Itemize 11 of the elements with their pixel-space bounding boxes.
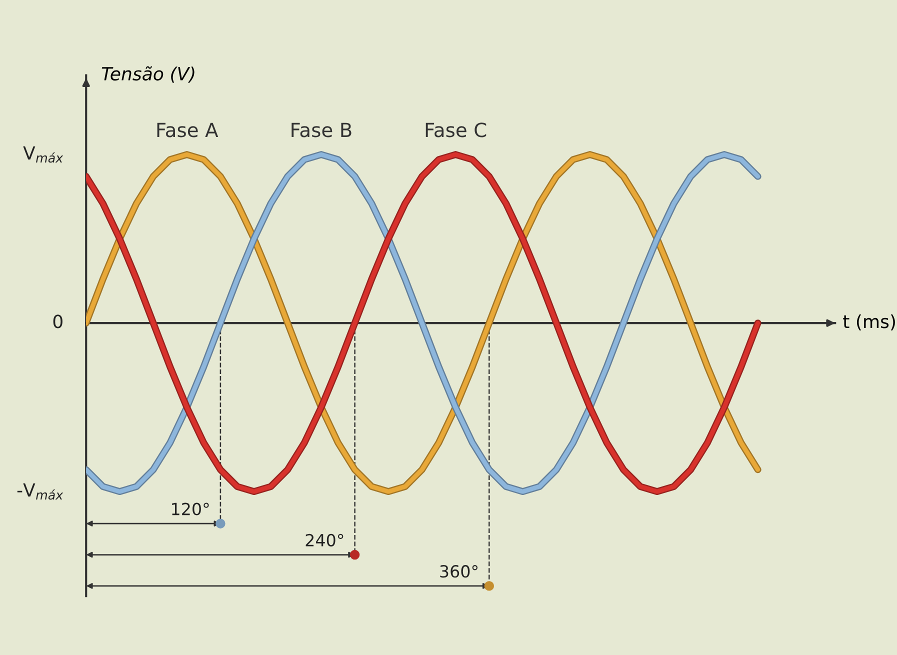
y-axis-title: Tensão (V) (102, 66, 194, 83)
text: 120° (172, 502, 209, 516)
text: 360° (440, 565, 478, 578)
series-label: Fase C (426, 122, 486, 138)
text: -V$_{máx}$ (17, 483, 64, 500)
x-axis-title: t (ms) (843, 314, 895, 330)
text: V$_{máx}$ (23, 146, 64, 163)
text: 240° (306, 534, 344, 546)
series-label: Fase A (157, 122, 218, 138)
text: 0 (53, 314, 62, 328)
series-label: Fase B (292, 122, 352, 138)
